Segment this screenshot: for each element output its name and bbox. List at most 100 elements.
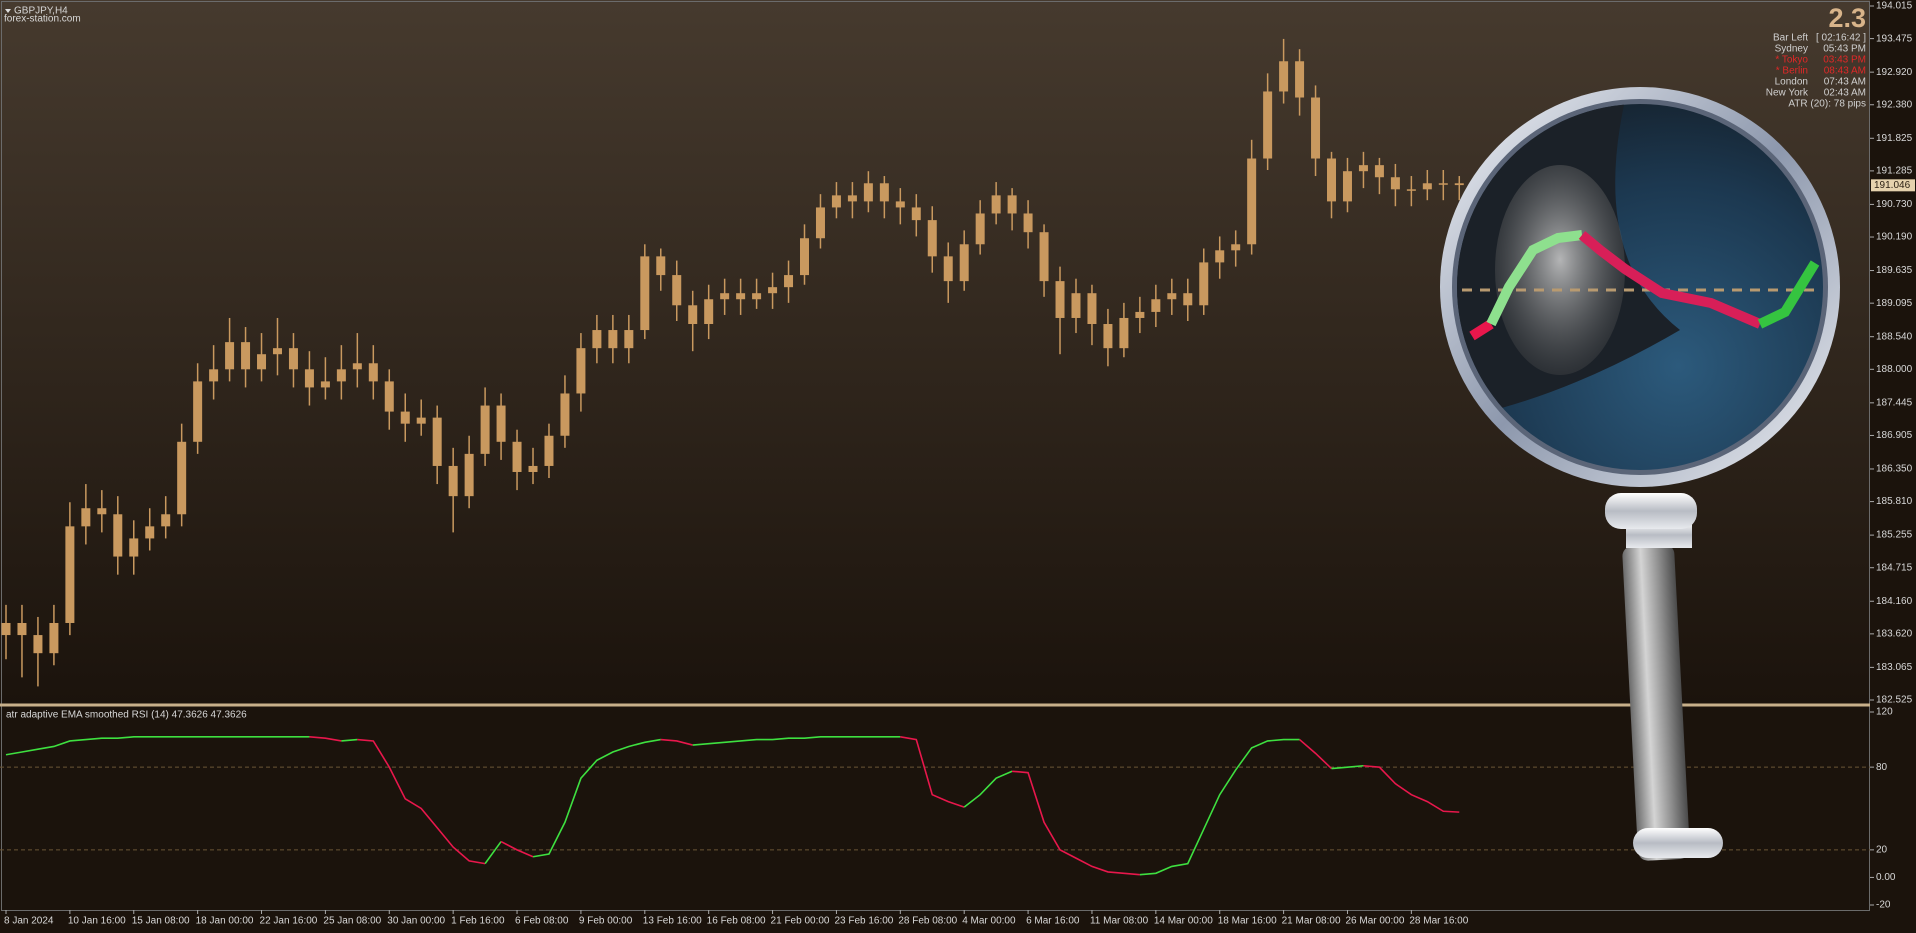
y-tick-label: 0.00: [1876, 872, 1896, 883]
candle-body: [1087, 293, 1097, 325]
candle-body: [608, 330, 618, 349]
candle-body: [1199, 262, 1209, 306]
x-tick-label: 23 Feb 16:00: [834, 916, 893, 927]
x-tick-label: 18 Mar 16:00: [1218, 916, 1277, 927]
y-tick-label: 184.160: [1876, 596, 1913, 607]
candle-body: [831, 195, 841, 208]
y-tick-label: 188.000: [1876, 364, 1913, 375]
y-tick-label: 185.810: [1876, 496, 1913, 507]
zoom-line-up: [1757, 260, 1820, 329]
indicator-line-up: [1331, 764, 1364, 770]
candle-body: [592, 330, 602, 349]
indicator-line-up: [692, 736, 901, 746]
x-tick-label: 25 Jan 08:00: [323, 916, 381, 927]
candle-body: [975, 213, 985, 245]
y-tick-label: 186.905: [1876, 430, 1913, 441]
candle-body: [1327, 158, 1337, 202]
candle-body: [225, 342, 235, 370]
info-panel: Bar Left [ 02:16:42 ] Sydney 05:43 PM * Toky…: [1766, 33, 1866, 110]
candle-body: [847, 195, 857, 202]
price-tag: [1871, 179, 1915, 192]
candle-body: [672, 275, 682, 306]
y-tick-label: 182.525: [1876, 695, 1913, 706]
y-tick-label: 191.825: [1876, 133, 1913, 144]
y-tick-label: 192.380: [1876, 99, 1913, 110]
candle-body: [959, 244, 969, 282]
y-tick-label: 190.190: [1876, 232, 1913, 243]
candle-body: [1, 622, 11, 636]
candle-body: [1167, 293, 1177, 300]
candle-body: [863, 183, 873, 202]
indicator-title: atr adaptive EMA smoothed RSI (14) 47.36…: [6, 710, 247, 721]
candle-body: [1342, 171, 1352, 202]
candle-body: [336, 369, 346, 382]
candle-body: [688, 305, 698, 325]
candle-body: [1135, 311, 1145, 318]
x-tick-label: 1 Feb 16:00: [451, 916, 505, 927]
y-tick-label: 193.475: [1876, 33, 1913, 44]
info-value: 07:43 AM: [1824, 77, 1866, 88]
info-label: Bar Left: [1773, 33, 1808, 44]
candle-body: [464, 453, 474, 497]
candle-body: [193, 381, 203, 442]
candle-body: [81, 508, 91, 527]
candle-body: [352, 363, 362, 370]
candle-body: [49, 622, 59, 654]
indicator-line-down: [309, 736, 342, 742]
indicator-line-up: [532, 738, 661, 858]
candle-body: [1071, 293, 1081, 318]
indicator-line-down: [1012, 770, 1140, 876]
indicator-line-down: [357, 738, 486, 865]
x-tick-label: 15 Jan 08:00: [132, 916, 190, 927]
candle-body: [304, 369, 314, 388]
chart-subtitle: forex-station.com: [4, 14, 81, 25]
zoom-line-down: [1469, 319, 1494, 341]
x-tick-label: 14 Mar 00:00: [1154, 916, 1213, 927]
candle-body: [1295, 61, 1305, 98]
candle-body: [1231, 244, 1241, 251]
candle-body: [1247, 158, 1257, 245]
indicator-line-down: [1363, 764, 1460, 813]
info-label: * Berlin: [1776, 66, 1808, 77]
candle-body: [1422, 183, 1432, 190]
candle-body: [544, 435, 554, 466]
indicator-line-up: [341, 738, 358, 742]
y-tick-label: 188.540: [1876, 331, 1913, 342]
x-tick-label: 13 Feb 16:00: [643, 916, 702, 927]
candle-body: [1151, 299, 1161, 312]
candle-body: [720, 293, 730, 300]
candle-body: [800, 238, 809, 276]
info-label: * Tokyo: [1775, 55, 1808, 66]
candle-body: [33, 635, 43, 654]
x-tick-label: 8 Jan 2024: [4, 916, 54, 927]
lens: [1457, 104, 1823, 470]
indicator-line-down: [660, 738, 693, 746]
price-tag-label: 191.046: [1874, 180, 1911, 191]
candle-body: [1023, 213, 1033, 233]
lens-reflection: [1495, 165, 1625, 375]
x-tick-label: 4 Mar 00:00: [962, 916, 1016, 927]
candle-body: [97, 508, 107, 515]
y-tick-label: 192.920: [1876, 67, 1913, 78]
indicator-line-up: [1139, 738, 1300, 876]
info-label: London: [1775, 77, 1808, 88]
candle-body: [1263, 91, 1273, 159]
indicator-line-up: [963, 770, 1013, 808]
candle-body: [1406, 189, 1416, 191]
indicator-line-down: [1299, 738, 1333, 770]
candle-body: [288, 348, 298, 370]
info-value: [ 02:16:42 ]: [1816, 33, 1866, 44]
candle-body: [512, 441, 522, 472]
magnifier: [1440, 87, 1840, 861]
candle-body: [656, 256, 666, 276]
y-tick-label: 183.065: [1876, 662, 1913, 673]
indicator-line-up: [5, 736, 310, 756]
candle-body: [241, 342, 251, 370]
candle-body: [177, 441, 187, 515]
info-value: 02:43 AM: [1824, 88, 1866, 99]
candle-body: [161, 514, 171, 527]
x-tick-label: 9 Feb 00:00: [579, 916, 633, 927]
candle-body: [368, 363, 378, 382]
y-tick-label: 183.620: [1876, 629, 1913, 640]
